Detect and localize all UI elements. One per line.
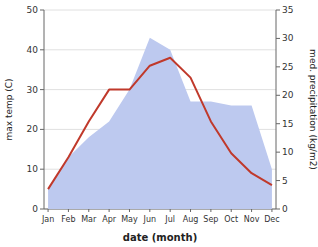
y2-tick <box>276 123 280 124</box>
y2-tick-label: 0 <box>282 204 288 214</box>
x-tick-label: Nov <box>244 215 260 224</box>
axes: 0 10 20 30 40 50 0 5 10 15 20 25 30 35 Jan Feb Mar Apr May… <box>27 5 294 224</box>
area <box>48 38 272 209</box>
y-tick <box>40 10 44 11</box>
y2-tick-label: 5 <box>282 176 288 186</box>
y2-tick-label: 35 <box>282 5 293 15</box>
y-tick-label: 50 <box>27 5 39 15</box>
x-tick-label: Jun <box>143 215 157 224</box>
x-tick-label: Mar <box>81 215 97 224</box>
x-axis-title: date (month) <box>123 232 197 243</box>
marks <box>48 38 272 209</box>
line <box>48 58 272 189</box>
y-tick-label: 20 <box>27 124 39 134</box>
grid <box>44 10 276 209</box>
x-tick <box>271 209 272 212</box>
y2-tick <box>276 152 280 153</box>
y-tick-label: 30 <box>27 85 39 95</box>
y2-tick <box>276 95 280 96</box>
y2-tick <box>276 66 280 67</box>
x-tick-label: Feb <box>61 215 75 224</box>
chart-container: 0 10 20 30 40 50 0 5 10 15 20 25 30 35 Jan Feb Mar Apr May… <box>0 0 318 247</box>
x-tick-label: Sep <box>203 215 218 224</box>
x-tick <box>109 209 110 212</box>
y2-tick-label: 10 <box>282 147 294 157</box>
x-tick-label: Dec <box>264 215 279 224</box>
x-tick-label: Jan <box>41 215 54 224</box>
y2-tick <box>276 10 280 11</box>
x-tick <box>88 209 89 212</box>
x-tick <box>231 209 232 212</box>
x-tick <box>129 209 130 212</box>
y2-tick-label: 20 <box>282 90 294 100</box>
chart: 0 10 20 30 40 50 0 5 10 15 20 25 30 35 Jan Feb Mar Apr May… <box>0 0 318 247</box>
y-tick-label: 0 <box>32 204 38 214</box>
y-tick <box>40 49 44 50</box>
page: {"chart_data": {"type": "line", "categor… <box>0 0 318 247</box>
y2-tick-label: 30 <box>282 33 294 43</box>
x-tick <box>149 209 150 212</box>
y2-axis-line <box>276 10 277 209</box>
x-tick <box>190 209 191 212</box>
x-tick <box>170 209 171 212</box>
y-tick-label: 40 <box>27 45 39 55</box>
y-axis-line <box>44 10 45 209</box>
y-tick-label: 10 <box>27 164 39 174</box>
x-tick <box>251 209 252 212</box>
y-tick <box>40 129 44 130</box>
x-tick-label: Oct <box>224 215 238 224</box>
x-tick <box>68 209 69 212</box>
y2-tick-label: 25 <box>282 62 293 72</box>
y2-axis-title: med. precipitation (kg/m2) <box>308 49 318 170</box>
y2-tick-label: 15 <box>282 119 293 129</box>
x-tick-label: Aug <box>183 215 199 224</box>
x-tick-label: Jul <box>164 215 175 224</box>
x-tick <box>210 209 211 212</box>
y2-tick <box>276 38 280 39</box>
x-tick-label: Apr <box>102 215 117 224</box>
x-tick-label: May <box>121 215 138 224</box>
y2-tick <box>276 180 280 181</box>
y-tick <box>40 169 44 170</box>
x-tick <box>48 209 49 212</box>
y-tick <box>40 89 44 90</box>
y-axis-title: max temp (C) <box>4 78 14 140</box>
grid-line <box>44 10 276 11</box>
y2-tick <box>276 209 280 210</box>
y-tick <box>40 209 44 210</box>
